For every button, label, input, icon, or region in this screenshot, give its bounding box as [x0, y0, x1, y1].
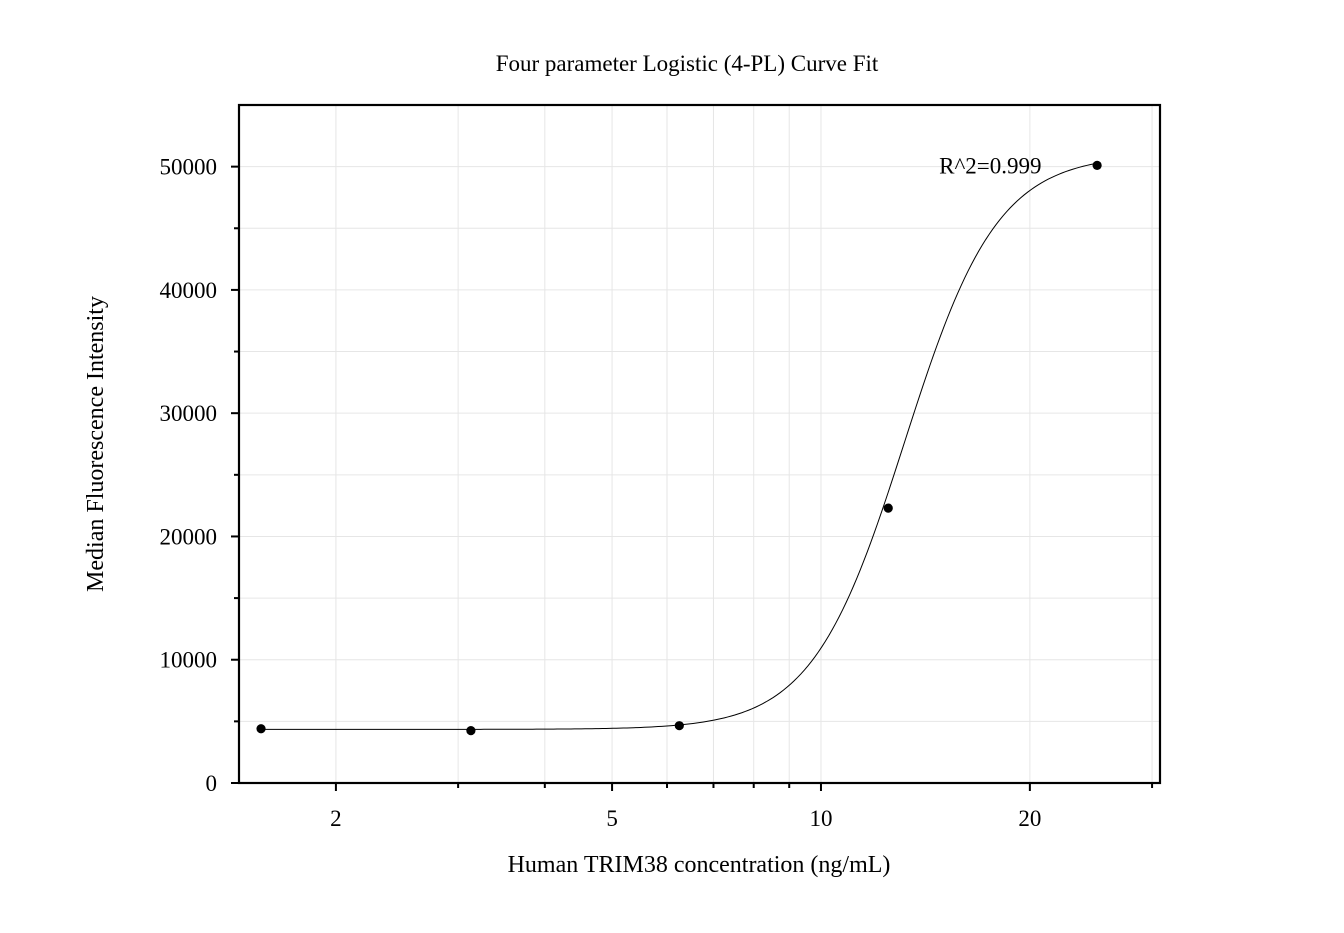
y-tick-labels: 0 10000 20000 30000 40000 50000: [160, 155, 218, 796]
data-point: [466, 726, 476, 736]
x-tick-label: 10: [809, 806, 832, 831]
y-axis-label: Median Fluorescence Intensity: [83, 296, 109, 592]
y-tick-label: 10000: [160, 648, 218, 673]
data-point: [883, 503, 893, 513]
fit-curve: [261, 162, 1098, 730]
axis-ticks: [231, 165, 1154, 791]
y-tick-label: 0: [206, 771, 218, 796]
x-axis-label: Human TRIM38 concentration (ng/mL): [508, 852, 891, 878]
x-tick-label: 5: [606, 806, 618, 831]
x-tick-label: 2: [330, 806, 342, 831]
x-tick-labels: 2 5 10 20: [330, 806, 1041, 831]
annotations: R^2=0.999: [939, 153, 1041, 178]
plot-frame: [237, 103, 1162, 785]
data-point: [674, 721, 684, 731]
r-squared-annotation: R^2=0.999: [939, 153, 1041, 178]
data-point: [1092, 160, 1102, 171]
y-tick-label: 30000: [160, 401, 218, 426]
data-point: [256, 724, 266, 734]
y-tick-label: 40000: [160, 278, 218, 303]
grid: [239, 105, 1160, 783]
y-tick-label: 20000: [160, 524, 218, 549]
y-tick-label: 50000: [160, 155, 218, 180]
chart-title: Four parameter Logistic (4-PL) Curve Fit: [496, 51, 879, 76]
data-points: [256, 160, 1102, 736]
x-tick-label: 20: [1018, 806, 1041, 831]
